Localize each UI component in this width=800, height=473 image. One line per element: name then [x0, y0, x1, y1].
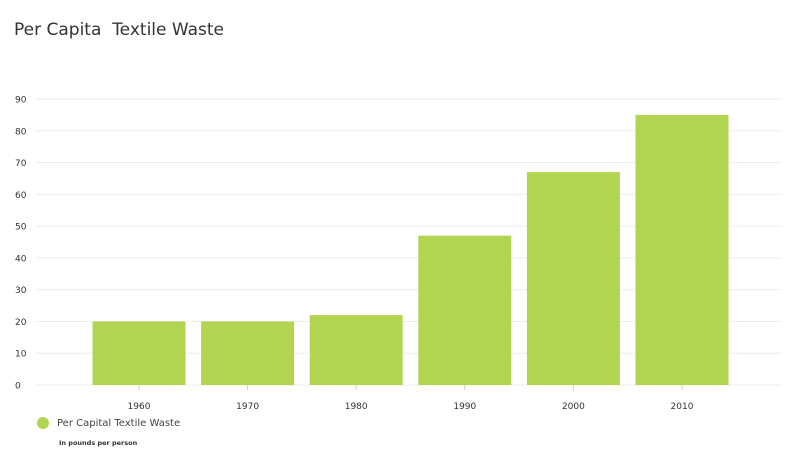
y-tick-label: 30: [15, 286, 27, 296]
bar-1970[interactable]: [201, 321, 295, 385]
y-tick-label: 20: [15, 318, 27, 328]
units-note: In pounds per person: [59, 439, 138, 447]
y-axis: 0 10 20 30 40 50 60 70 80 90: [15, 96, 27, 392]
bar-1980[interactable]: [309, 315, 403, 385]
x-tick-label: 2010: [671, 402, 694, 412]
y-tick-label: 0: [15, 382, 21, 392]
x-tick-label: 1980: [345, 402, 368, 412]
legend[interactable]: Per Capital Textile Waste: [37, 417, 180, 429]
chart-title: Per Capita Textile Waste: [14, 20, 225, 40]
bar-2010[interactable]: [635, 114, 729, 385]
legend-swatch: [37, 417, 49, 429]
y-tick-label: 70: [15, 159, 27, 169]
x-tick-label: 1970: [236, 402, 259, 412]
x-tick-label: 1990: [453, 402, 476, 412]
x-tick-label: 2000: [562, 402, 585, 412]
legend-label: Per Capital Textile Waste: [57, 417, 181, 429]
bars: [92, 114, 729, 385]
y-tick-label: 40: [15, 254, 27, 264]
bar-1990[interactable]: [418, 235, 512, 385]
y-tick-label: 80: [15, 127, 27, 137]
bar-2000[interactable]: [526, 172, 620, 385]
y-tick-label: 50: [15, 223, 27, 233]
bar-1960[interactable]: [92, 321, 186, 385]
y-tick-label: 10: [15, 350, 27, 360]
y-tick-label: 90: [15, 96, 27, 106]
x-axis: 1960 1970 1980 1990 2000 2010: [128, 385, 694, 412]
x-tick-label: 1960: [128, 402, 151, 412]
y-tick-label: 60: [15, 191, 27, 201]
